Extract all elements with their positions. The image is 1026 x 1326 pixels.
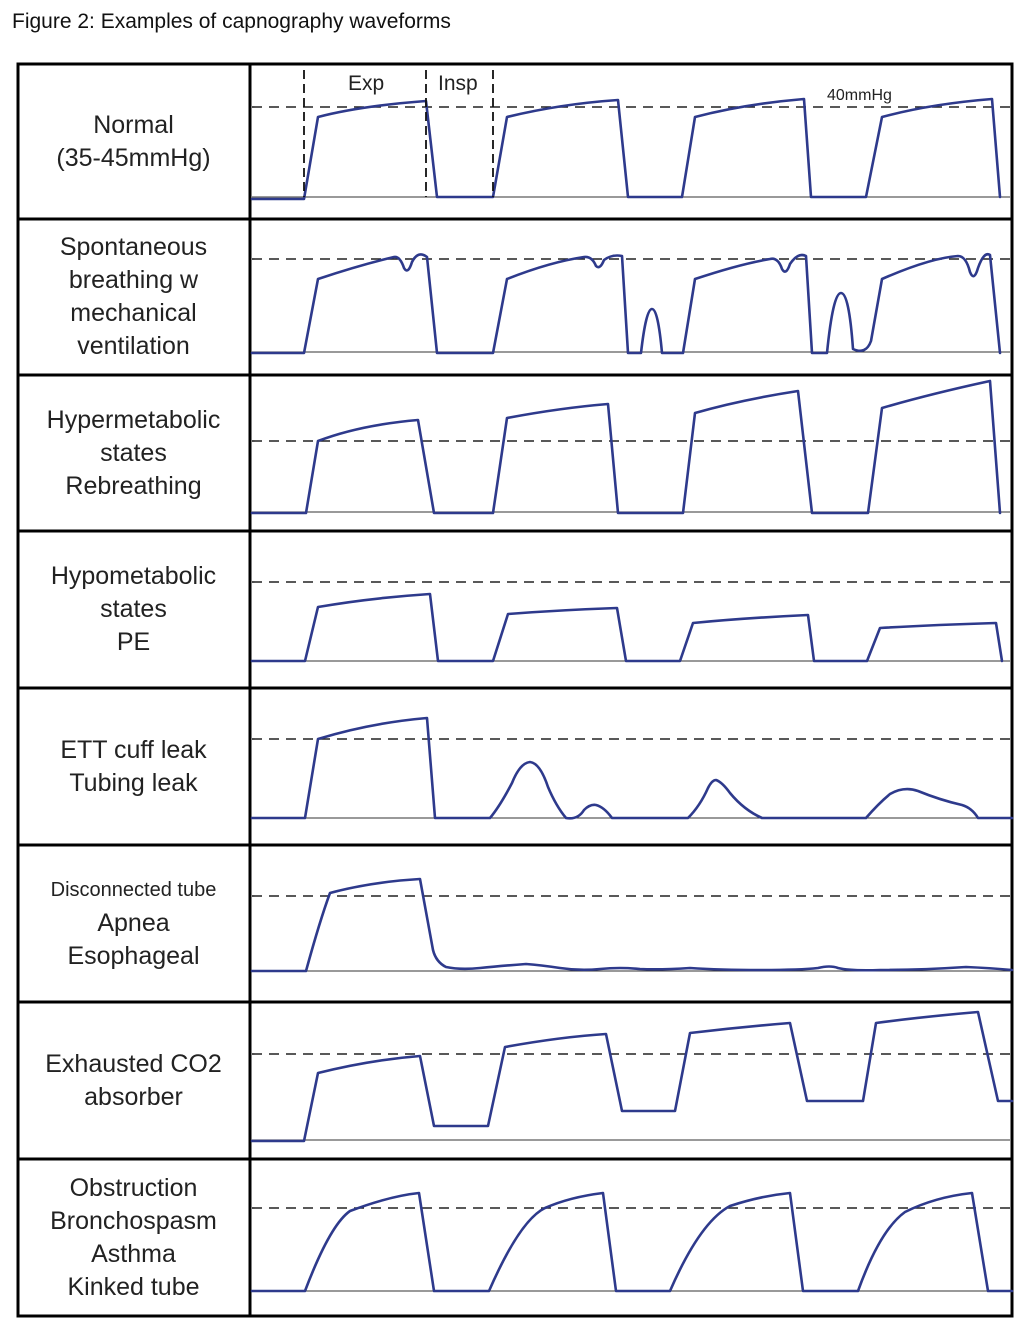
row-label: Obstruction Bronchospasm Asthma Kinked tube [18,1161,249,1314]
row-label-line: PE [116,628,151,656]
table-grid [16,62,1014,1318]
capnography-waveform [250,716,1014,820]
capnography-waveform [250,592,1004,663]
row-label-line: Esophageal [67,942,200,970]
row-label-line: Normal [93,110,174,139]
capnography-waveform [250,1010,1014,1143]
capnography-waveform [250,1191,1014,1293]
capnography-waveform [250,97,1002,201]
row-label-line: Disconnected tube [50,879,217,901]
row-label-line: Asthma [91,1239,176,1268]
baselines [252,196,1010,1292]
row-label-line: Spontaneous [59,233,208,261]
row-label-line: ventilation [77,332,190,360]
row-label-line: absorber [84,1082,183,1111]
capnography-waveform [250,877,1014,973]
figure-title: Figure 2: Examples of capnography wavefo… [12,10,451,33]
row-label-line: states [100,595,167,623]
row-label-line: mechanical [70,299,197,327]
row-label: Normal (35-45mmHg) [18,66,249,217]
row-label-line: Hypermetabolic [46,405,221,434]
row-label-line: (35-45mmHg) [56,143,211,172]
row-label-line: Apnea [97,909,170,937]
row-label-line: ETT cuff leak [60,735,207,764]
row-label-line: states [100,438,167,467]
exp-label: Exp [348,72,384,95]
row-label-line: Tubing leak [69,768,198,797]
insp-label: Insp [438,72,478,95]
row-label-line: Rebreathing [65,471,202,500]
row-label: Disconnected tube Apnea Esophageal [18,847,249,1000]
reference-label: 40mmHg [827,87,892,104]
row-label: Hypermetabolic states Rebreathing [18,377,249,529]
row-label: Spontaneous breathing w mechanical ventilat… [18,221,249,373]
row-label: Exhausted CO2 absorber [18,1004,249,1157]
capnography-waveform [250,253,1002,355]
capnography-waveform [250,379,1002,515]
waveforms [250,97,1014,1293]
annotations: Exp Insp 40mmHg [303,70,892,197]
row-label-line: Obstruction [69,1173,198,1202]
row-label-line: breathing w [68,266,199,294]
row-label-line: Exhausted CO2 [45,1049,222,1078]
row-label: ETT cuff leak Tubing leak [18,690,249,843]
row-label-line: Hypometabolic [50,562,217,590]
table-border [16,62,1014,1318]
row-label: Hypometabolic states PE [18,533,249,686]
row-label-line: Bronchospasm [50,1206,217,1235]
row-label-line: Kinked tube [67,1272,200,1301]
